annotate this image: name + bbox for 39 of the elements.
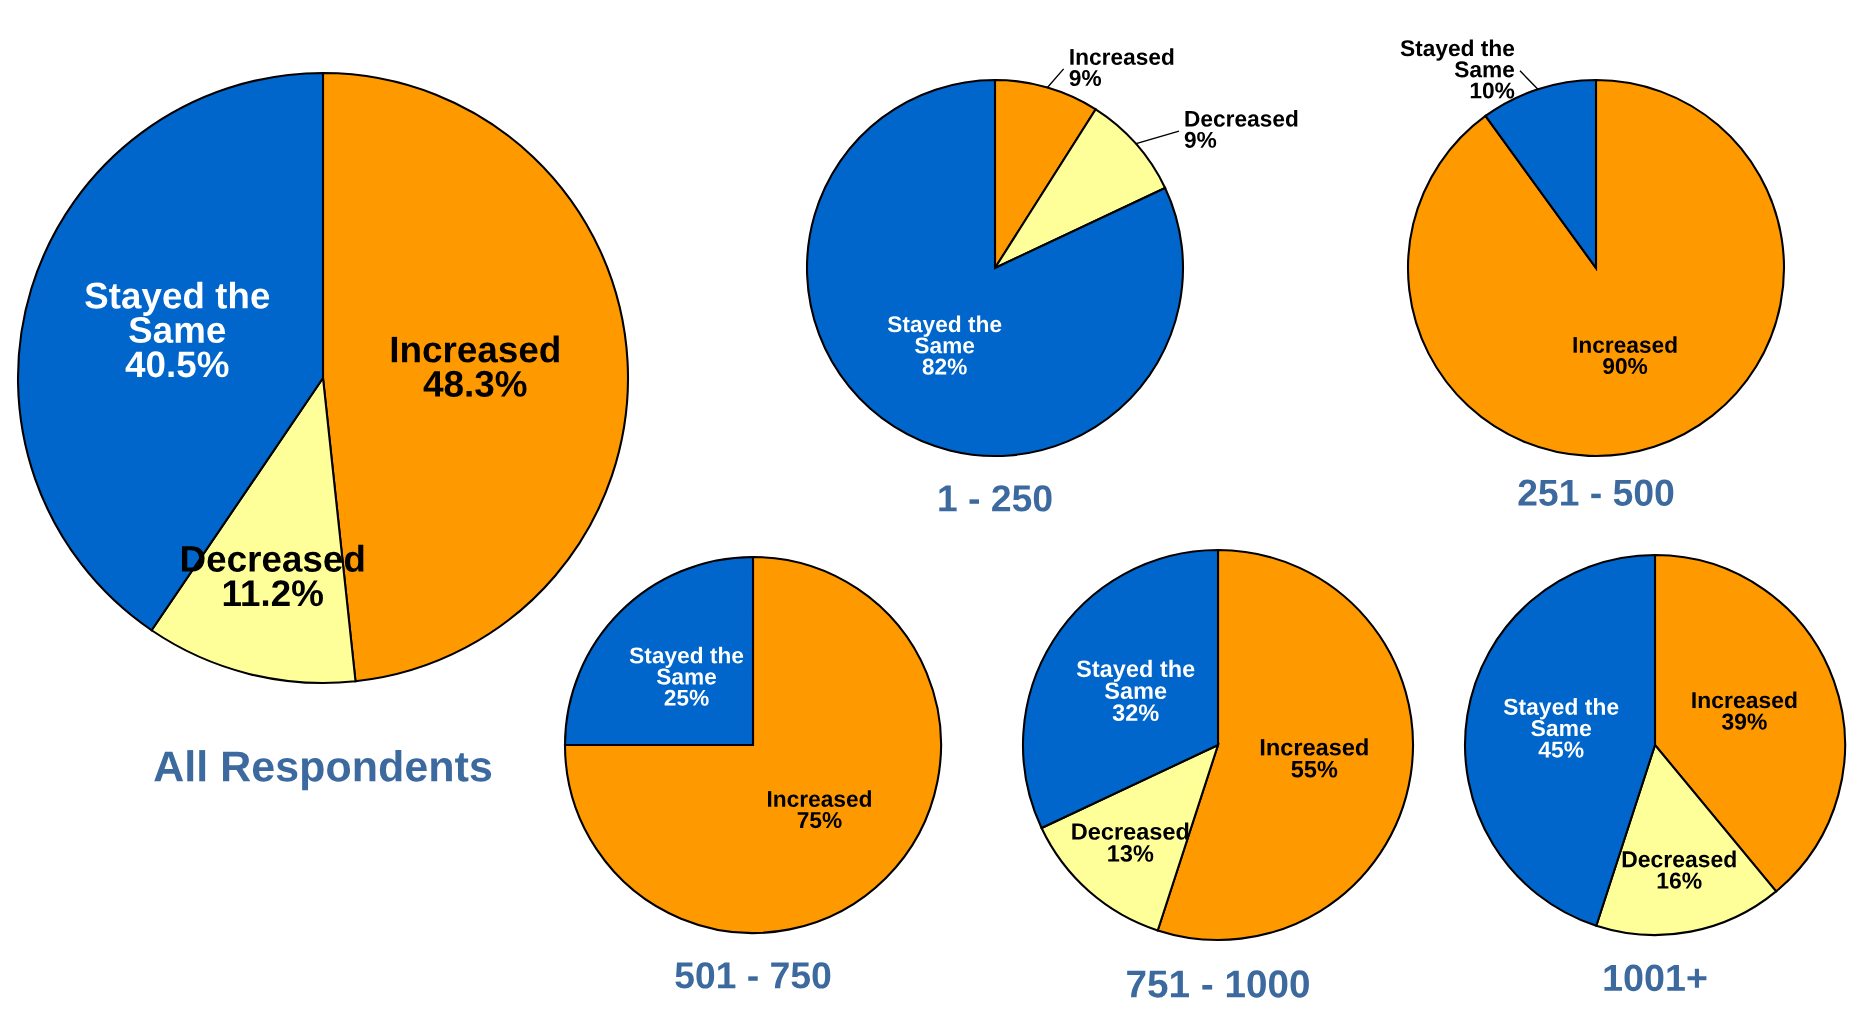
slice-label: Stayed the Same — [85, 281, 270, 344]
slice-label: Decreased — [1185, 110, 1298, 127]
slice-label: Stayed the Same — [629, 646, 744, 685]
text: 501 - 750 — [675, 962, 831, 989]
text: All Respondents — [154, 750, 492, 791]
data-label: 82% — [922, 358, 967, 375]
data-label: 25% — [664, 689, 709, 706]
data-label: 48.3% — [423, 370, 527, 397]
data-label: 75% — [797, 812, 842, 829]
slice-label: Increased — [1260, 738, 1368, 756]
data-label: 16% — [1657, 872, 1702, 889]
slice-label: Stayed the Same — [1076, 659, 1195, 700]
slice-label: Stayed the Same — [1400, 39, 1515, 78]
data-label: 13% — [1108, 845, 1154, 862]
data-label: 39% — [1721, 713, 1767, 730]
text: 1 - 250 — [939, 485, 1052, 512]
data-label: 9% — [1184, 131, 1217, 148]
data-label: 55% — [1291, 760, 1338, 778]
data-label: 45% — [1538, 741, 1584, 758]
data-label: 9% — [1069, 70, 1102, 87]
data-label: 40.5% — [125, 351, 229, 378]
slice-label: Increased — [1070, 48, 1174, 65]
slice-label: Stayed the Same — [887, 315, 1002, 354]
data-label: 11.2% — [223, 580, 323, 607]
slice-label: Increased — [1692, 691, 1797, 709]
pie-slice — [1406, 78, 1786, 458]
data-label: 90% — [1603, 358, 1648, 375]
slice-label: Decreased — [1072, 822, 1189, 840]
data-label: 32% — [1112, 704, 1159, 722]
slice-label: Increased — [391, 335, 559, 363]
text: 751 - 1000 — [1127, 970, 1309, 998]
slice-label: Increased — [1573, 336, 1677, 353]
slice-label: Increased — [767, 790, 871, 807]
slice-label: Decreased — [1622, 850, 1736, 868]
text: 251 - 500 — [1518, 479, 1674, 506]
pie-slice — [563, 555, 943, 935]
text: 1001+ — [1604, 964, 1707, 992]
data-label: 10% — [1470, 82, 1515, 99]
slice-label: Stayed the Same — [1503, 698, 1619, 737]
